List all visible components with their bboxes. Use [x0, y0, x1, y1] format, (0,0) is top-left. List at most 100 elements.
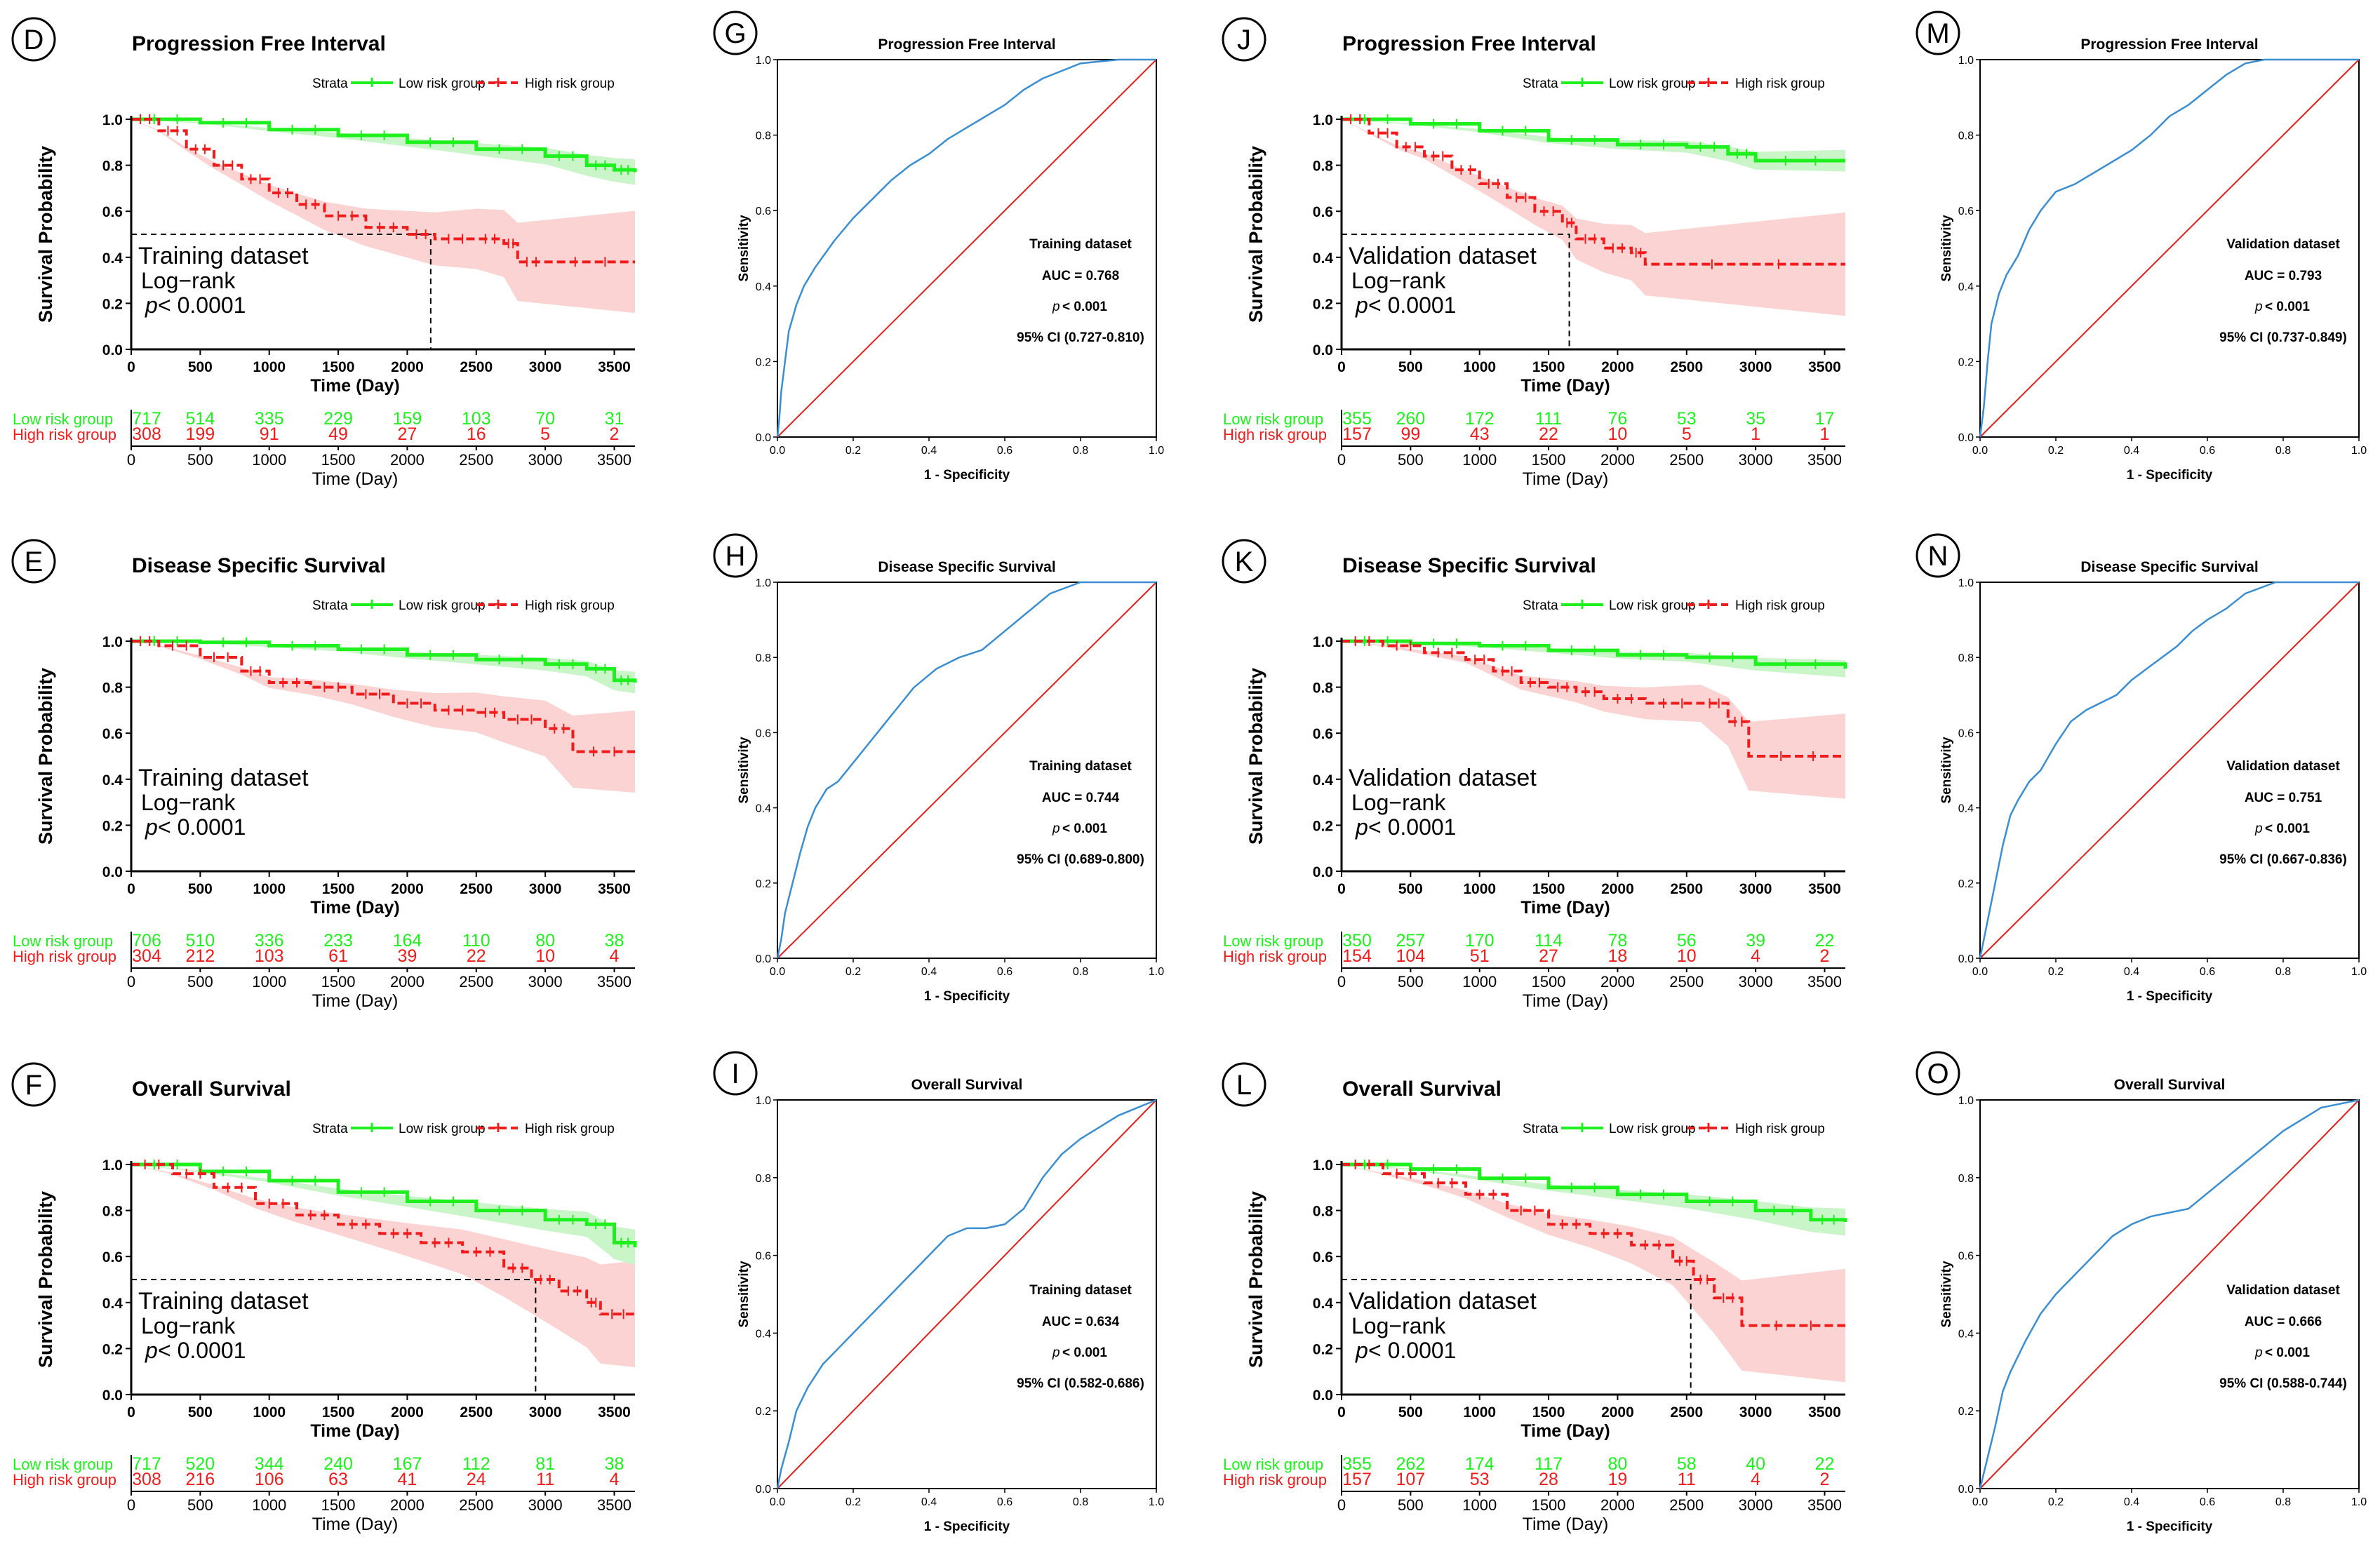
km-ytick-label: 1.0 — [1313, 112, 1333, 128]
roc-xtick-label: 0.0 — [1972, 966, 1988, 978]
risk-table-high-label: High risk group — [1223, 948, 1327, 965]
risk-xtick-label: 2500 — [459, 973, 493, 991]
km-xtick-label: 3000 — [1739, 359, 1772, 375]
legend-high-label: High risk group — [525, 76, 615, 91]
risk-xtick-label: 2000 — [1600, 1496, 1635, 1514]
risk-xtick-label: 3000 — [1739, 451, 1773, 469]
roc-xtick-label: 0.8 — [1073, 966, 1088, 978]
p-value-annotation: p — [1355, 293, 1368, 318]
legend-high-cross: + — [493, 1117, 503, 1138]
roc-ytick-label: 0.6 — [756, 1251, 771, 1263]
low-risk-curve — [131, 117, 637, 173]
roc-xtick-label: 0.0 — [770, 1496, 785, 1508]
roc-ytick-label: 0.2 — [1958, 356, 1974, 368]
roc-p-label: p — [2254, 1345, 2263, 1360]
risk-count-high: 107 — [1396, 1470, 1425, 1489]
km-xlabel: Time (Day) — [1520, 376, 1610, 396]
km-xtick-label: 2000 — [1601, 359, 1634, 375]
legend-high-label: High risk group — [525, 1122, 615, 1136]
roc-xtick-label: 0.2 — [2048, 1496, 2064, 1508]
roc-title: Overall Survival — [2114, 1077, 2226, 1093]
legend-title: Strata — [312, 598, 348, 613]
km-ytick-label: 0.6 — [102, 726, 123, 742]
legend-title: Strata — [1523, 598, 1558, 613]
roc-ylabel: Sensitivity — [1939, 215, 1954, 281]
high-risk-curve — [131, 1163, 635, 1316]
km-ytick-label: 0.4 — [1313, 1296, 1334, 1312]
roc-diagonal — [777, 582, 1157, 959]
logrank-annotation: Log−rank — [141, 790, 236, 815]
km-xtick-label: 3000 — [529, 1404, 562, 1421]
km-xtick-label: 1000 — [253, 881, 286, 897]
risk-count-low: 70 — [535, 409, 555, 429]
risk-xtick-label: 1000 — [1462, 1496, 1497, 1514]
risk-count-low: 38 — [605, 931, 624, 951]
roc-xtick-label: 0.0 — [770, 445, 785, 457]
legend-low-label: Low risk group — [399, 76, 486, 91]
roc-curve — [1979, 1099, 2360, 1489]
risk-count-low: 103 — [462, 409, 491, 429]
roc-ylabel: Sensitivity — [1939, 1261, 1954, 1327]
risk-xtick-label: 0 — [127, 1496, 135, 1514]
roc-auc-label: AUC = 0.793 — [2245, 269, 2322, 283]
risk-count-high: 27 — [1539, 946, 1558, 966]
risk-count-low: 159 — [393, 409, 422, 429]
legend-low-label: Low risk group — [1609, 598, 1696, 613]
p-value-annotation-text: < 0.0001 — [1368, 293, 1456, 318]
risk-count-high: 216 — [185, 1470, 215, 1489]
roc-p-label: p — [2254, 300, 2263, 314]
roc-ci-label: 95% CI (0.667-0.836) — [2219, 852, 2347, 867]
roc-xlabel: 1 - Specificity — [924, 1519, 1010, 1534]
roc-diagonal — [777, 1099, 1157, 1489]
roc-xtick-label: 0.8 — [1073, 1496, 1088, 1508]
km-title: Overall Survival — [132, 1077, 291, 1101]
km-xtick-label: 0 — [127, 881, 135, 897]
roc-diagonal — [777, 59, 1157, 438]
roc-xlabel: 1 - Specificity — [924, 468, 1010, 483]
risk-xtick-label: 3500 — [1807, 1496, 1842, 1514]
risk-count-high: 4 — [610, 946, 620, 966]
roc-ytick-label: 0.8 — [1958, 652, 1974, 664]
risk-count-low: 56 — [1677, 931, 1697, 951]
risk-count-high: 11 — [1678, 1470, 1696, 1489]
roc-curve — [776, 581, 1156, 959]
risk-xtick-label: 3000 — [1739, 1496, 1773, 1514]
legend-low-cross: + — [366, 72, 377, 93]
roc-ytick-label: 0.0 — [756, 1484, 771, 1496]
panel-label-H: H — [726, 541, 746, 572]
risk-count-low: 520 — [185, 1454, 215, 1474]
legend-low-label: Low risk group — [399, 1122, 486, 1136]
km-xtick-label: 0 — [127, 359, 135, 375]
roc-ci-label: 95% CI (0.727-0.810) — [1017, 330, 1144, 345]
roc-frame — [777, 1099, 1157, 1489]
roc-p-value: < 0.001 — [1062, 821, 1107, 836]
risk-count-high: 16 — [467, 424, 486, 444]
roc-ytick-label: 0.8 — [756, 652, 771, 664]
p-value-annotation: p — [145, 293, 158, 318]
roc-curve — [1979, 58, 2359, 438]
risk-xtick-label: 500 — [1398, 1496, 1424, 1514]
roc-ci-label: 95% CI (0.582-0.686) — [1017, 1376, 1144, 1391]
roc-xtick-label: 0.4 — [2124, 445, 2139, 457]
roc-xtick-label: 1.0 — [2351, 966, 2367, 978]
roc-p-value: < 0.001 — [2265, 821, 2310, 836]
roc-auc-label: AUC = 0.666 — [2245, 1315, 2322, 1329]
risk-table-low-label: Low risk group — [1223, 1456, 1323, 1473]
roc-xtick-label: 1.0 — [1149, 445, 1164, 457]
roc-auc-label: AUC = 0.768 — [1042, 269, 1119, 283]
risk-xtick-label: 3000 — [1739, 973, 1773, 991]
roc-diagonal — [1979, 1099, 2360, 1489]
high-risk-curve — [131, 118, 635, 264]
risk-count-high: 212 — [185, 946, 215, 966]
roc-ytick-label: 1.0 — [1958, 1095, 1974, 1107]
risk-count-low: 80 — [535, 931, 555, 951]
logrank-annotation: Log−rank — [1351, 1313, 1446, 1338]
km-xtick-label: 2000 — [1601, 1404, 1634, 1421]
risk-table-high-label: High risk group — [13, 426, 116, 443]
high-risk-ci-band — [1342, 119, 1845, 316]
km-ylabel: Survival Probability — [1245, 1191, 1266, 1368]
roc-curve — [1979, 581, 2359, 959]
legend-title: Strata — [312, 1122, 348, 1136]
roc-p-value: < 0.001 — [2265, 1345, 2310, 1360]
risk-count-high: 49 — [328, 424, 348, 444]
